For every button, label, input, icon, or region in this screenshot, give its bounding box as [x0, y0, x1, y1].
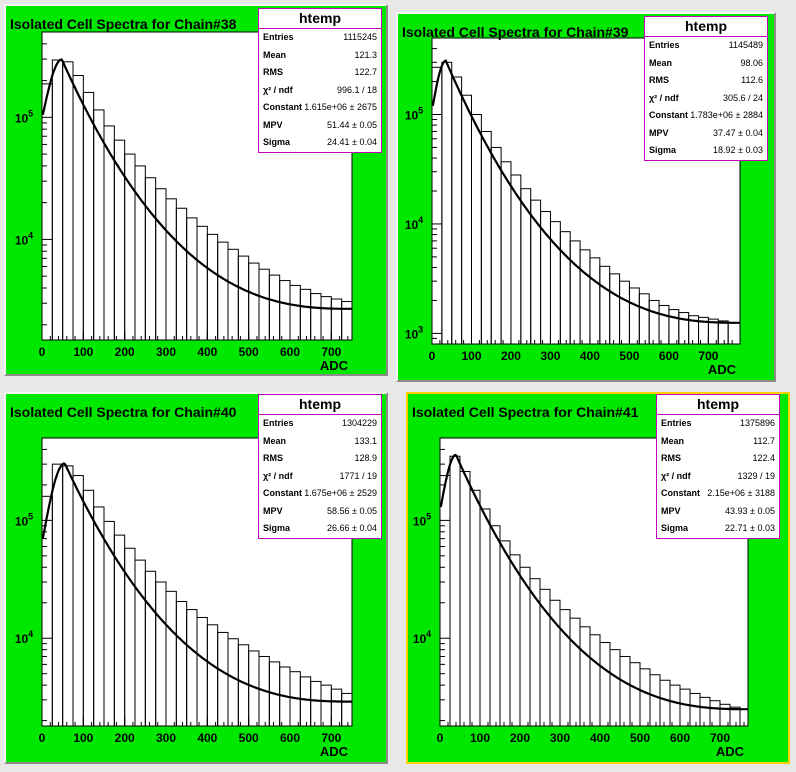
stats-row-sigma: Sigma 18.92 ± 0.03 — [649, 145, 763, 155]
stats-box-title: htemp — [259, 395, 381, 415]
stats-row-rms: RMS 112.6 — [649, 75, 763, 85]
x-tick-label: 200 — [115, 731, 135, 745]
stats-row-rms: RMS 128.9 — [263, 453, 377, 463]
x-tick-label: 400 — [197, 345, 217, 359]
stats-row-constant: Constant 1.783e+06 ± 2884 — [649, 110, 763, 120]
stats-row-entries: Entries 1145489 — [649, 40, 763, 50]
x-axis-label: ADC — [320, 744, 349, 759]
x-tick-label: 0 — [429, 349, 436, 363]
x-tick-label: 500 — [630, 731, 650, 745]
stats-row-mean: Mean 112.7 — [661, 435, 775, 446]
y-tick-label: 104 — [405, 215, 423, 232]
stats-row-chi2: χ² / ndf 305.6 / 24 — [649, 92, 763, 103]
stats-box: htemp Entries 1375896 Mean 112.7 RMS 122.4 … — [656, 394, 780, 539]
stats-row-constant: Constant 2.15e+06 ± 3188 — [661, 488, 775, 498]
stats-row-entries: Entries 1375896 — [661, 418, 775, 428]
x-tick-label: 400 — [197, 731, 217, 745]
x-tick-label: 100 — [461, 349, 481, 363]
chart-pad-chain38: Isolated Cell Spectra for Chain#38 0 100 2… — [4, 4, 388, 376]
fit-curve — [41, 462, 352, 703]
x-tick-label: 500 — [239, 345, 259, 359]
x-tick-label: 700 — [710, 731, 730, 745]
histogram-bins — [431, 61, 741, 345]
chart-title: Isolated Cell Spectra for Chain#38 — [10, 16, 237, 32]
histogram-bins — [41, 59, 353, 341]
y-tick-label: 105 — [405, 106, 423, 123]
histogram-bins — [439, 455, 749, 727]
x-tick-label: 500 — [619, 349, 639, 363]
stats-row-chi2: χ² / ndf 1329 / 19 — [661, 470, 775, 481]
x-tick-label: 700 — [698, 349, 718, 363]
stats-box-title: htemp — [657, 395, 779, 415]
stats-row-chi2: χ² / ndf 1771 / 19 — [263, 470, 377, 481]
stats-box-title: htemp — [259, 9, 381, 29]
x-tick-label: 700 — [321, 345, 341, 359]
x-tick-label: 0 — [39, 345, 46, 359]
stats-row-entries: Entries 1115245 — [263, 32, 377, 42]
x-tick-label: 200 — [510, 731, 530, 745]
fit-curve — [439, 453, 748, 711]
chart-pad-chain39: Isolated Cell Spectra for Chain#39 0 100 2… — [396, 12, 776, 382]
x-tick-label: 0 — [437, 731, 444, 745]
x-tick-label: 0 — [39, 731, 46, 745]
y-tick-label: 105 — [413, 511, 431, 528]
x-tick-label: 200 — [115, 345, 135, 359]
x-tick-label: 500 — [239, 731, 259, 745]
x-tick-label: 100 — [73, 731, 93, 745]
x-tick-label: 600 — [280, 345, 300, 359]
x-tick-label: 400 — [580, 349, 600, 363]
y-tick-label: 105 — [15, 108, 33, 125]
x-tick-label: 700 — [321, 731, 341, 745]
stats-row-constant: Constant 1.675e+06 ± 2529 — [263, 488, 377, 498]
stats-row-sigma: Sigma 22.71 ± 0.03 — [661, 523, 775, 533]
x-tick-label: 300 — [156, 731, 176, 745]
x-tick-label: 100 — [470, 731, 490, 745]
histogram-bin — [341, 301, 353, 341]
y-tick-label: 105 — [15, 511, 33, 528]
chart-title: Isolated Cell Spectra for Chain#41 — [412, 404, 639, 420]
x-tick-label: 100 — [73, 345, 93, 359]
stats-row-mean: Mean 121.3 — [263, 49, 377, 60]
x-tick-label: 200 — [501, 349, 521, 363]
stats-row-constant: Constant 1.615e+06 ± 2675 — [263, 102, 377, 112]
stats-row-mpv: MPV 37.47 ± 0.04 — [649, 127, 763, 138]
stats-row-mean: Mean 98.06 — [649, 57, 763, 68]
x-axis-label: ADC — [716, 744, 745, 759]
stats-row-entries: Entries 1304229 — [263, 418, 377, 428]
x-tick-label: 600 — [659, 349, 679, 363]
x-tick-label: 600 — [670, 731, 690, 745]
x-tick-label: 300 — [550, 731, 570, 745]
histogram-bin — [341, 692, 353, 727]
stats-row-mean: Mean 133.1 — [263, 435, 377, 446]
x-tick-label: 400 — [590, 731, 610, 745]
stats-row-sigma: Sigma 24.41 ± 0.04 — [263, 137, 377, 147]
x-axis-label: ADC — [320, 358, 349, 373]
stats-row-mpv: MPV 58.56 ± 0.05 — [263, 505, 377, 516]
stats-box-title: htemp — [645, 17, 767, 37]
x-tick-label: 300 — [540, 349, 560, 363]
stats-box: htemp Entries 1145489 Mean 98.06 RMS 112.6 … — [644, 16, 768, 161]
chart-title: Isolated Cell Spectra for Chain#40 — [10, 404, 237, 420]
x-tick-label: 600 — [280, 731, 300, 745]
stats-box: htemp Entries 1115245 Mean 121.3 RMS 122.7 … — [258, 8, 382, 153]
fit-curve — [431, 59, 740, 324]
chart-pad-chain40: Isolated Cell Spectra for Chain#40 0 100 2… — [4, 392, 388, 764]
y-tick-label: 103 — [405, 324, 423, 341]
stats-row-mpv: MPV 43.93 ± 0.05 — [661, 505, 775, 516]
y-tick-label: 104 — [15, 629, 33, 646]
fit-curve — [41, 58, 352, 310]
y-tick-label: 104 — [413, 629, 431, 646]
stats-row-chi2: χ² / ndf 996.1 / 18 — [263, 84, 377, 95]
chart-pad-chain41: Isolated Cell Spectra for Chain#41 0 100 2… — [406, 392, 790, 764]
y-tick-label: 104 — [15, 230, 33, 247]
x-tick-label: 300 — [156, 345, 176, 359]
stats-row-rms: RMS 122.7 — [263, 67, 377, 77]
stats-row-mpv: MPV 51.44 ± 0.05 — [263, 119, 377, 130]
stats-row-sigma: Sigma 26.66 ± 0.04 — [263, 523, 377, 533]
stats-box: htemp Entries 1304229 Mean 133.1 RMS 128.9 … — [258, 394, 382, 539]
stats-row-rms: RMS 122.4 — [661, 453, 775, 463]
x-axis-label: ADC — [708, 362, 737, 377]
chart-title: Isolated Cell Spectra for Chain#39 — [402, 24, 629, 40]
